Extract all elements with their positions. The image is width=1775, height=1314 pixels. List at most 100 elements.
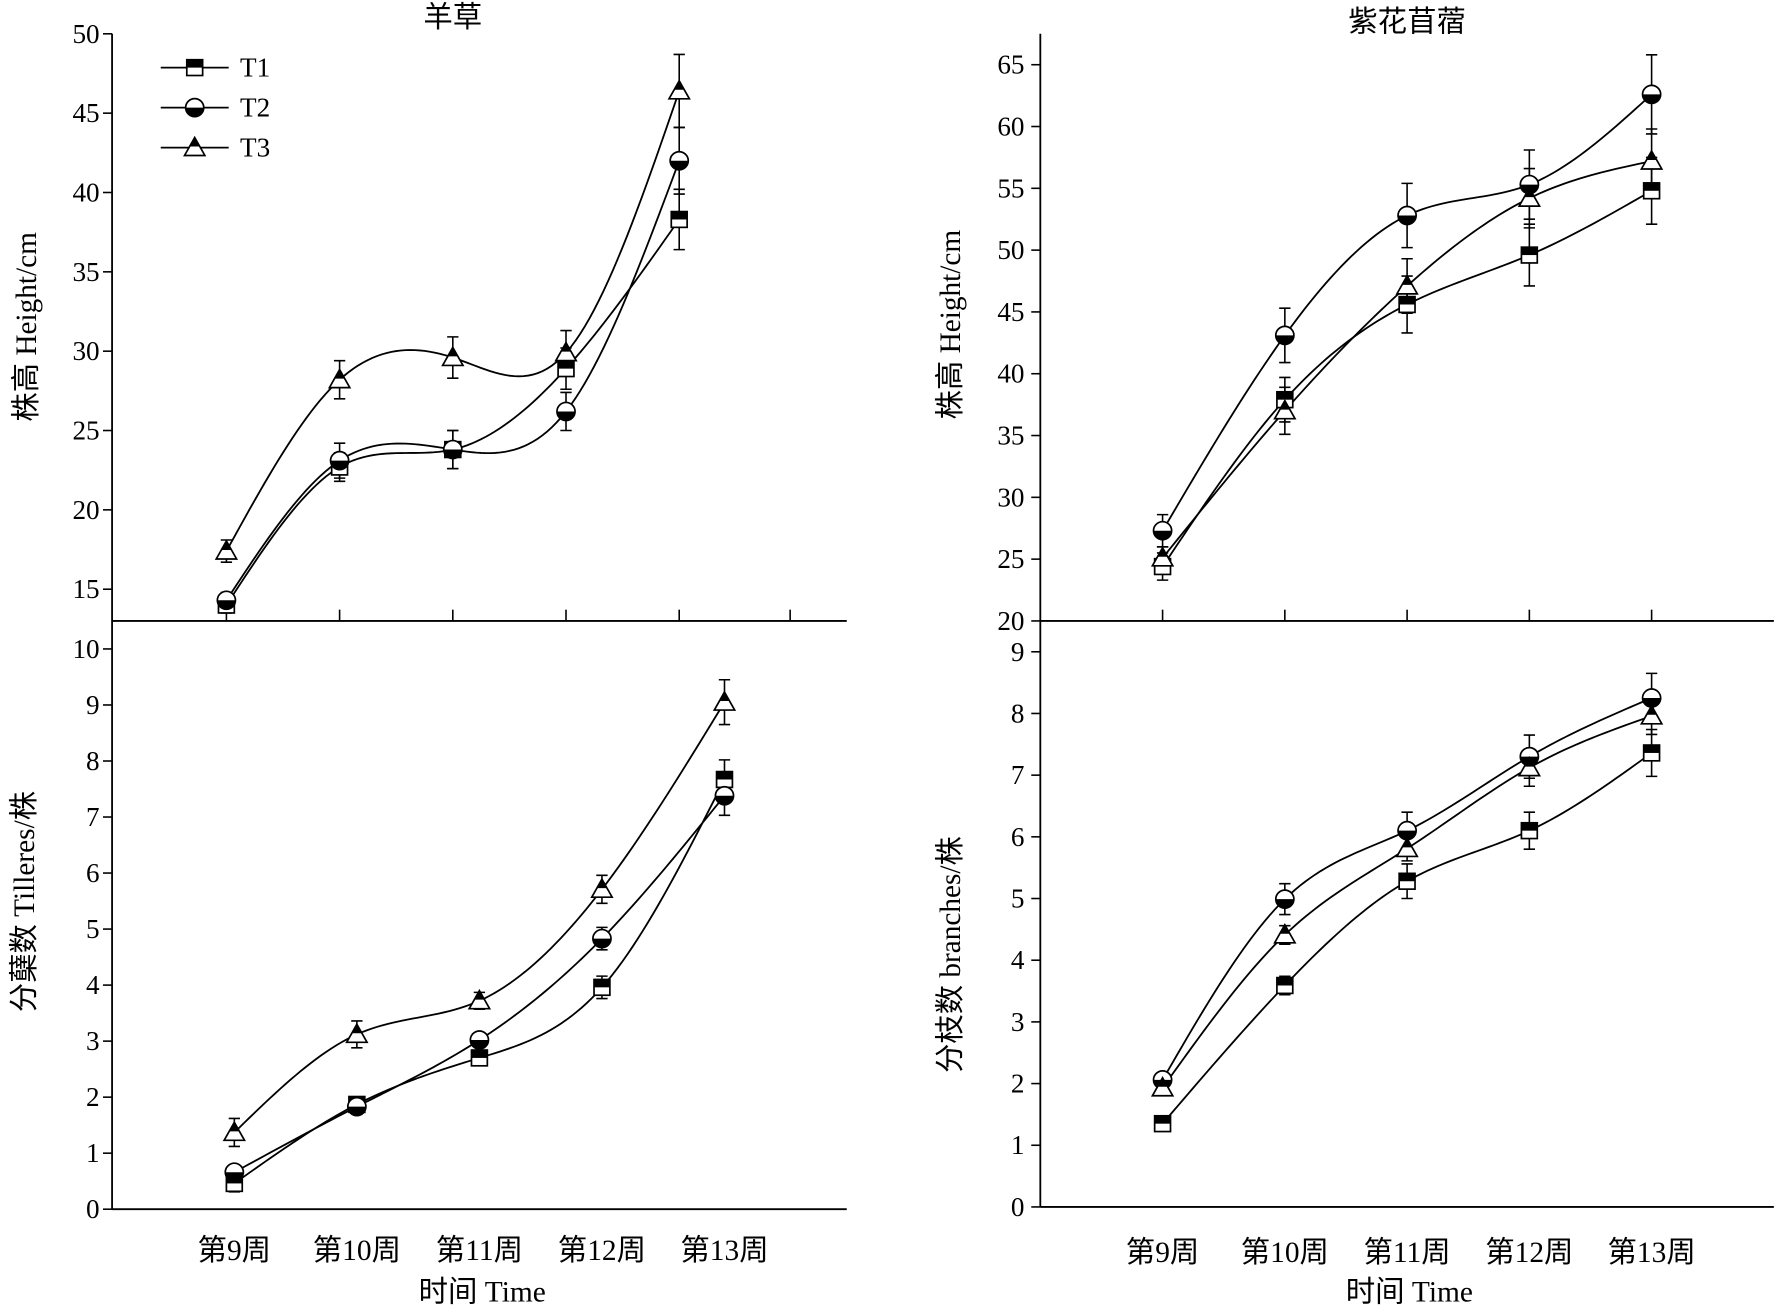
- marker-outline: [1520, 246, 1539, 264]
- y-axis-label: 株高 Height/cm: [10, 232, 43, 422]
- legend-item-t1: T1: [160, 53, 270, 83]
- marker-outline: [345, 1022, 369, 1044]
- series-t1-point-3: [1398, 872, 1416, 890]
- data-markers: [214, 79, 691, 614]
- series-t2-point-5: [1641, 84, 1662, 105]
- marker-outline: [216, 590, 237, 611]
- marker-half-fill: [1402, 275, 1413, 285]
- y-tick-label: 30: [72, 336, 99, 366]
- marker-half-fill: [592, 938, 612, 948]
- data-markers: [1150, 84, 1664, 576]
- marker-outline: [1395, 274, 1419, 295]
- marker-outline: [592, 928, 612, 949]
- legend-marker-icon: [183, 135, 207, 157]
- marker-outline: [1273, 398, 1297, 420]
- marker-half-fill: [1646, 150, 1657, 160]
- y-tick-label: 6: [86, 858, 100, 888]
- marker-half-fill: [594, 979, 610, 988]
- marker-half-fill: [225, 1172, 244, 1182]
- axes: 0 1 2 3 4 5 6 7 8 9 第9周 第10周 第11周 第12周 第13周: [1011, 620, 1774, 1269]
- series-t1-point-2: [1276, 976, 1294, 995]
- series-t2-point-5: [714, 785, 735, 806]
- marker-half-fill: [1157, 547, 1168, 557]
- y-tick-label: 50: [72, 19, 99, 49]
- chart-panel-leymus-tillers: 分蘖数 Tilleres/株 时间 Time 0 1 2 3 4 5 6 7 8 9 10 第9周 第1…: [8, 620, 847, 1309]
- marker-outline: [183, 135, 207, 157]
- series-t3-point-4: [1517, 755, 1541, 777]
- series-t3-point-1: [222, 1120, 246, 1142]
- series-t1-point-3: [470, 1049, 489, 1067]
- marker-half-fill: [1521, 822, 1538, 831]
- marker-outline: [1273, 923, 1297, 944]
- marker-outline: [1274, 889, 1295, 909]
- series-t3-point-3: [467, 988, 492, 1010]
- marker-outline: [470, 1049, 489, 1067]
- marker-half-fill: [596, 879, 608, 889]
- marker-half-fill: [1275, 335, 1294, 345]
- marker-outline: [467, 988, 492, 1010]
- series-t1-point-1: [1153, 1114, 1172, 1133]
- marker-outline: [669, 150, 690, 171]
- marker-half-fill: [229, 1122, 240, 1132]
- marker-outline: [1276, 976, 1294, 995]
- marker-outline: [1517, 186, 1541, 207]
- marker-half-fill: [443, 449, 462, 459]
- marker-outline: [1641, 84, 1662, 105]
- series-t1-point-5: [715, 770, 734, 789]
- y-tick-label: 0: [86, 1194, 100, 1224]
- marker-half-fill: [1643, 182, 1660, 191]
- marker-outline: [327, 367, 352, 389]
- y-tick-label: 6: [1011, 822, 1025, 852]
- y-tick-label: 40: [997, 359, 1024, 389]
- series-t3-point-1: [1150, 546, 1175, 567]
- series-t2-point-4: [592, 928, 612, 949]
- marker-half-fill: [1398, 830, 1417, 840]
- series-t1-point-4: [1520, 246, 1539, 264]
- axes: 15 20 25 30 35 40 45 50: [72, 19, 847, 622]
- marker-half-fill: [1642, 94, 1661, 104]
- x-tick-label: 第13周: [1607, 1236, 1695, 1269]
- series-t3-point-4: [554, 340, 578, 362]
- marker-half-fill: [189, 137, 200, 147]
- y-tick-label: 3: [1011, 1007, 1025, 1037]
- marker-outline: [1150, 1076, 1175, 1097]
- legend-label: T2: [240, 93, 270, 123]
- marker-half-fill: [1157, 1077, 1168, 1087]
- series-t1-point-5: [670, 210, 688, 229]
- marker-outline: [469, 1030, 490, 1050]
- marker-outline: [442, 439, 463, 460]
- marker-outline: [1517, 755, 1541, 777]
- series-t2-point-2: [1274, 325, 1295, 346]
- marker-half-fill: [671, 211, 688, 220]
- marker-half-fill: [1398, 215, 1417, 225]
- y-tick-label: 7: [86, 802, 100, 832]
- marker-half-fill: [1402, 838, 1413, 848]
- marker-outline: [1274, 325, 1295, 346]
- marker-outline: [1152, 520, 1173, 541]
- y-tick-label: 2: [1011, 1069, 1025, 1099]
- series-t2-point-1: [224, 1162, 245, 1183]
- marker-half-fill: [217, 600, 236, 610]
- x-tick-label: 第10周: [313, 1234, 401, 1267]
- x-tick-label: 第9周: [1126, 1236, 1200, 1269]
- marker-half-fill: [1399, 296, 1416, 305]
- marker-outline: [222, 1120, 246, 1142]
- x-tick-label: 第11周: [436, 1234, 523, 1267]
- marker-half-fill: [1521, 247, 1538, 256]
- marker-outline: [556, 401, 576, 422]
- marker-outline: [554, 340, 578, 362]
- y-tick-label: 25: [997, 544, 1024, 574]
- marker-outline: [1642, 182, 1661, 200]
- marker-half-fill: [1276, 391, 1293, 400]
- marker-background: [346, 1024, 368, 1043]
- marker-outline: [593, 978, 611, 997]
- marker-outline: [667, 79, 691, 100]
- y-tick-label: 7: [1011, 760, 1025, 790]
- x-tick-label: 第13周: [680, 1234, 768, 1267]
- legend-marker-icon: [185, 58, 204, 77]
- series-t1-point-4: [1520, 821, 1539, 840]
- legend: T1 T2 T3: [160, 53, 270, 163]
- marker-outline: [590, 877, 614, 899]
- y-tick-label: 65: [997, 50, 1024, 80]
